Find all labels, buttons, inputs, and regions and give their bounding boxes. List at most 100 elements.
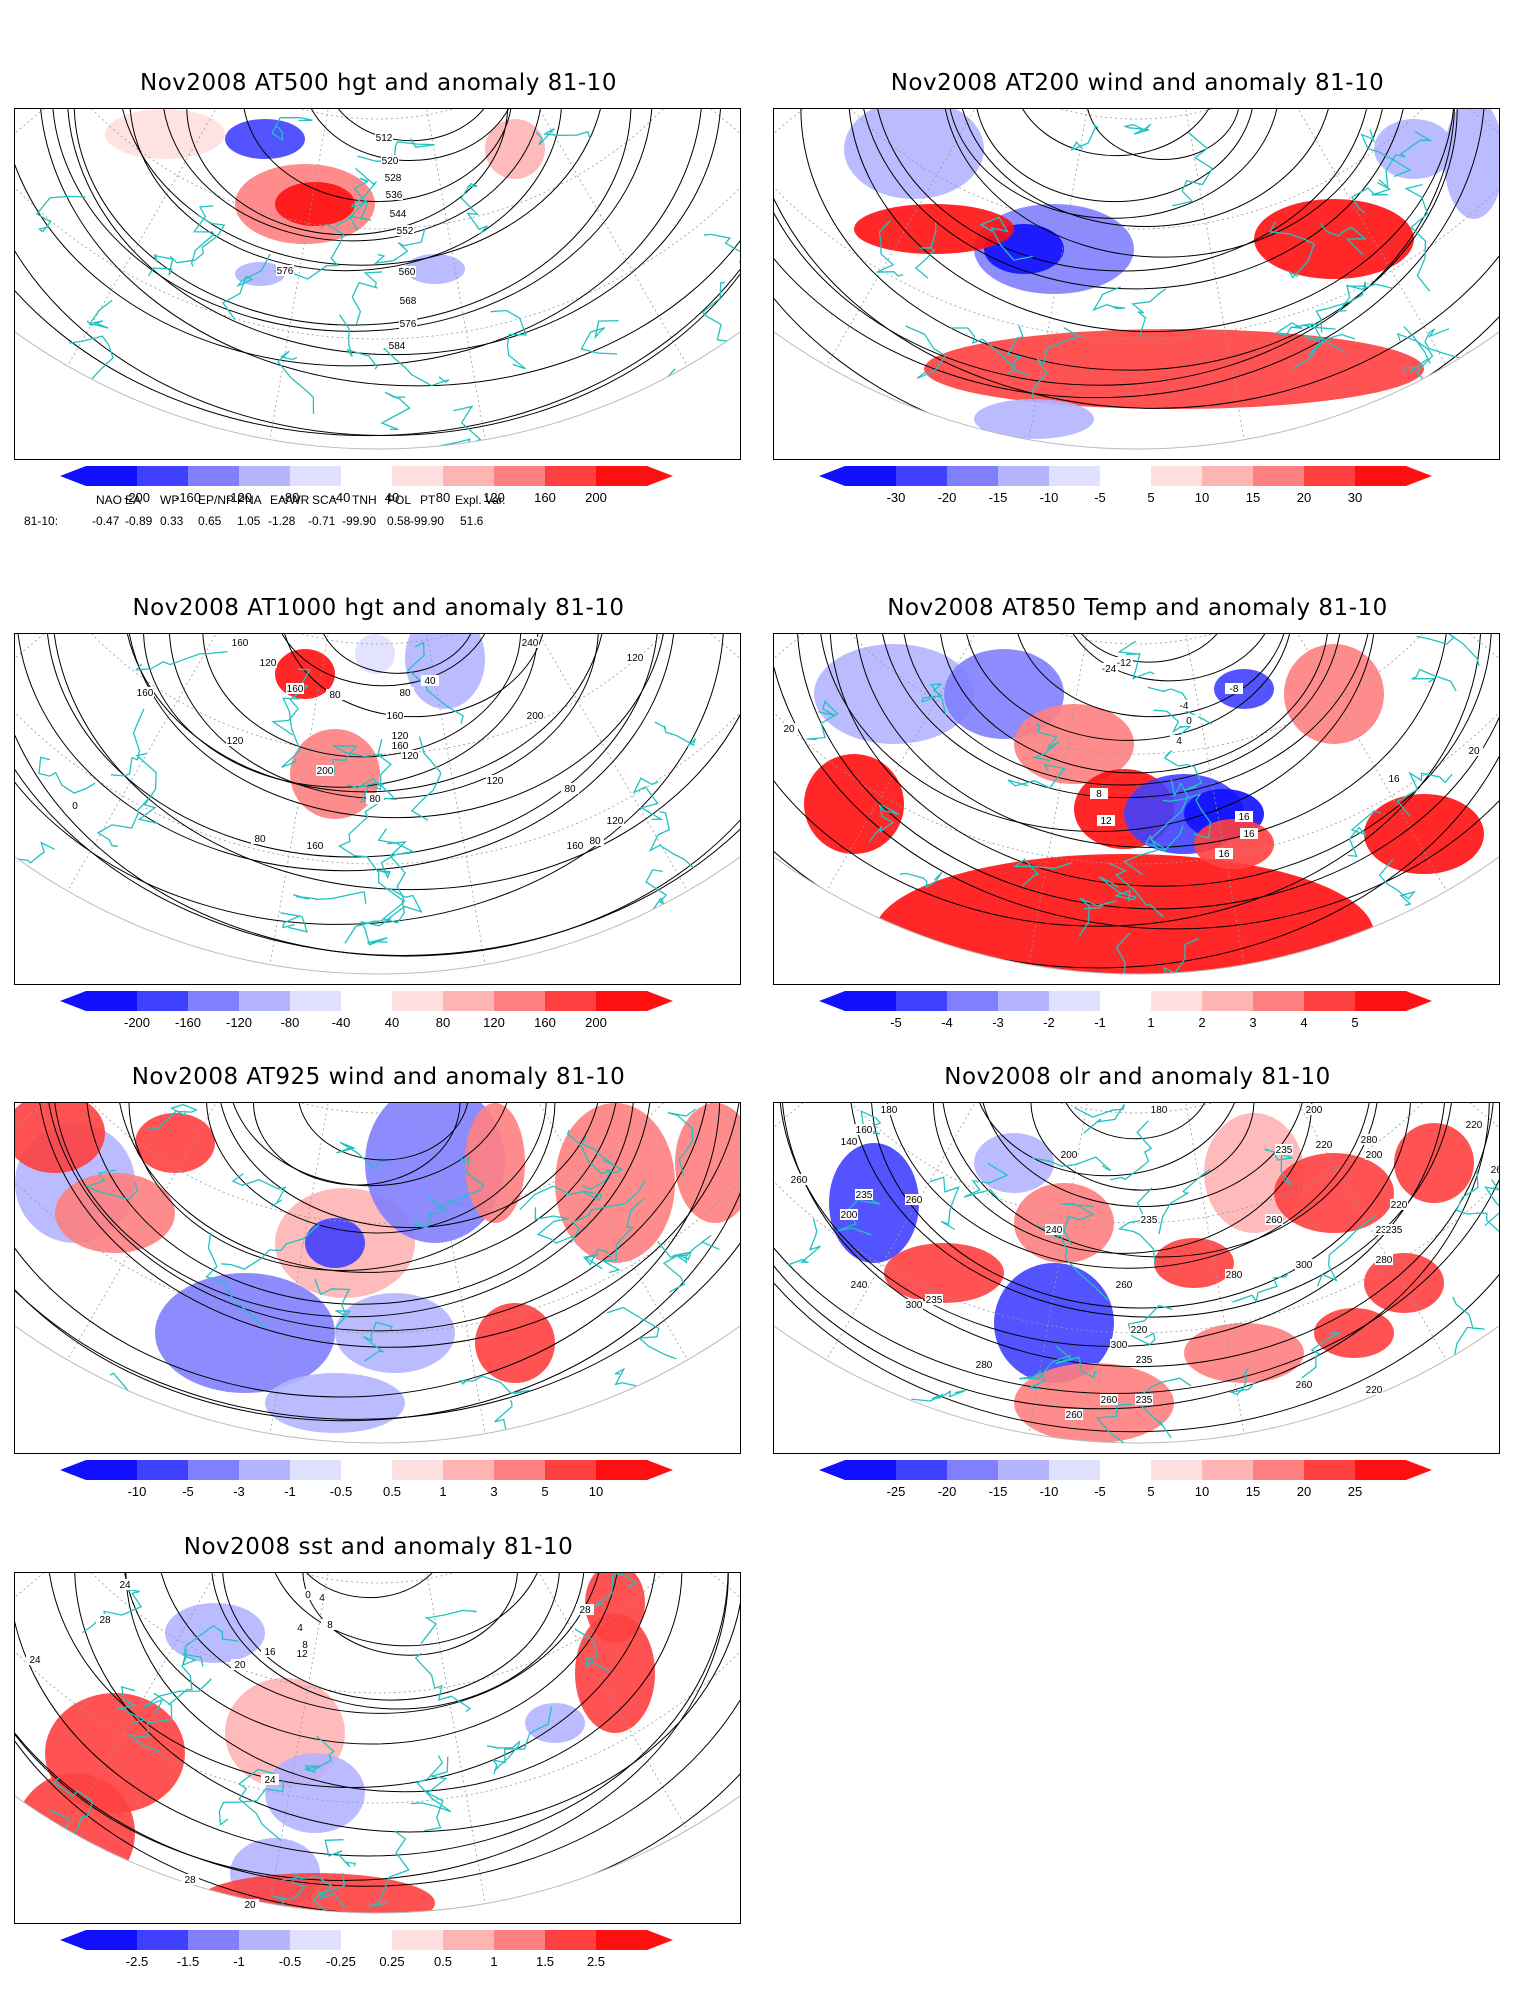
coastline	[1117, 1187, 1156, 1265]
coastline	[1149, 778, 1189, 851]
colorbar-tick-label: -0.25	[326, 1954, 356, 1969]
contour-label-bg	[521, 637, 539, 648]
contour-line	[186, 109, 509, 236]
coastline	[1158, 1168, 1211, 1235]
colorbar-tick-label: -3	[992, 1015, 1004, 1030]
colorbar-tick-label: -4	[941, 1015, 953, 1030]
longitude-line	[377, 1103, 486, 1434]
coastline	[205, 1232, 266, 1329]
contour-label: 16	[1498, 638, 1499, 649]
contour-label-bg	[241, 1899, 259, 1910]
colorbar-segment	[86, 466, 137, 486]
contour-label: 16	[264, 1647, 276, 1658]
coastline	[570, 1180, 646, 1243]
anomaly-shade	[225, 119, 305, 159]
colorbar-tick-label: -200	[123, 1015, 151, 1030]
colorbar-segment	[1202, 466, 1253, 486]
anomaly-shade	[994, 1263, 1114, 1383]
colorbar-tick-label: 0.5	[433, 1954, 453, 1969]
colorbar-tick-label: -160	[174, 490, 202, 505]
contour-label-bg	[398, 266, 416, 277]
index-header: WP	[160, 493, 180, 507]
contour-label-bg	[1045, 1224, 1063, 1235]
contour-label-bg	[291, 1622, 309, 1633]
contour-label-bg	[975, 1359, 993, 1370]
contour-label: 200	[1306, 1105, 1323, 1116]
contour-label: 235	[1276, 1145, 1293, 1156]
coastline	[632, 777, 664, 820]
contour-label: 220	[1391, 1200, 1408, 1211]
colorbar-tick-label: 3	[1249, 1015, 1257, 1030]
coastline	[360, 917, 392, 946]
contour-line	[52, 1103, 653, 1318]
coastline	[1007, 763, 1066, 789]
contour-label: 235	[1136, 1355, 1153, 1366]
contour-label: 200	[317, 766, 334, 777]
latitude-line	[87, 634, 668, 645]
coastline	[486, 1740, 521, 1772]
coastline	[1301, 324, 1345, 354]
longitude-line	[1136, 634, 1447, 892]
colorbar-tick-label: 5	[541, 1484, 549, 1499]
colorbar-segment	[494, 1930, 545, 1950]
contour-line	[73, 109, 632, 326]
colorbar-tick-label: -15	[988, 1484, 1008, 1499]
contour-label-bg	[1115, 1279, 1133, 1290]
contour-line	[117, 109, 606, 266]
anomaly-shade	[335, 1293, 455, 1373]
map-field	[15, 634, 740, 974]
contour-line	[46, 1573, 658, 1788]
contour-label-bg	[1375, 1224, 1393, 1235]
coastline	[420, 1609, 477, 1644]
coastline	[271, 116, 313, 142]
coastline	[134, 650, 228, 671]
coastline	[135, 752, 158, 824]
colorbar-tick-label: 1	[439, 1484, 447, 1499]
contour-label: 24	[29, 1655, 41, 1666]
contour-label-bg	[116, 1579, 134, 1590]
coastline	[221, 1223, 320, 1270]
coastline	[274, 223, 345, 280]
longitude-line	[1028, 634, 1137, 965]
contour-label-bg	[606, 815, 624, 826]
contour-line	[774, 109, 1456, 386]
contour-line	[15, 1573, 740, 1887]
contour-line	[281, 634, 547, 718]
contour-label-bg	[26, 1654, 44, 1665]
contour-label: 220	[1316, 1140, 1333, 1151]
colorbar-segment	[1355, 991, 1406, 1011]
coastline	[659, 368, 711, 433]
colorbar-max-arrow	[1406, 1460, 1432, 1480]
coastline	[383, 347, 450, 387]
coastline	[1232, 1271, 1290, 1303]
contour-label-bg	[389, 208, 407, 219]
coastline	[519, 1185, 603, 1211]
contour-label-bg	[384, 172, 402, 183]
contour-label-bg	[1130, 1324, 1148, 1335]
coastline	[414, 1652, 472, 1712]
longitude-line	[269, 109, 378, 440]
contour-label: 8	[327, 1620, 333, 1631]
contour-line	[870, 1103, 1412, 1309]
colorbar-tick-label: -0.5	[278, 1954, 302, 1969]
contour-label-bg	[586, 835, 604, 846]
coastline	[1055, 1345, 1098, 1379]
anomaly-shade	[265, 1373, 405, 1433]
colorbar-segment	[1202, 991, 1253, 1011]
colorbar-tick-label: 20	[1296, 1484, 1312, 1499]
contour-label-bg	[1265, 1214, 1283, 1225]
contour-label: 16	[1243, 829, 1255, 840]
contour-label-bg	[261, 1774, 279, 1785]
contour-label: 260	[791, 1175, 808, 1186]
contour-label: -8	[1230, 684, 1239, 695]
coastline	[314, 1278, 352, 1330]
coastline	[913, 942, 964, 974]
longitude-line	[1028, 1103, 1137, 1434]
contour-label-bg	[391, 740, 409, 751]
contour-label: 0	[72, 801, 78, 812]
contour-label-bg	[840, 1136, 858, 1147]
index-value: 1.05	[237, 514, 261, 528]
contour-label: 20	[244, 1900, 256, 1911]
colorbar-tick-label: 120	[483, 1015, 505, 1030]
contour-line	[129, 109, 563, 272]
